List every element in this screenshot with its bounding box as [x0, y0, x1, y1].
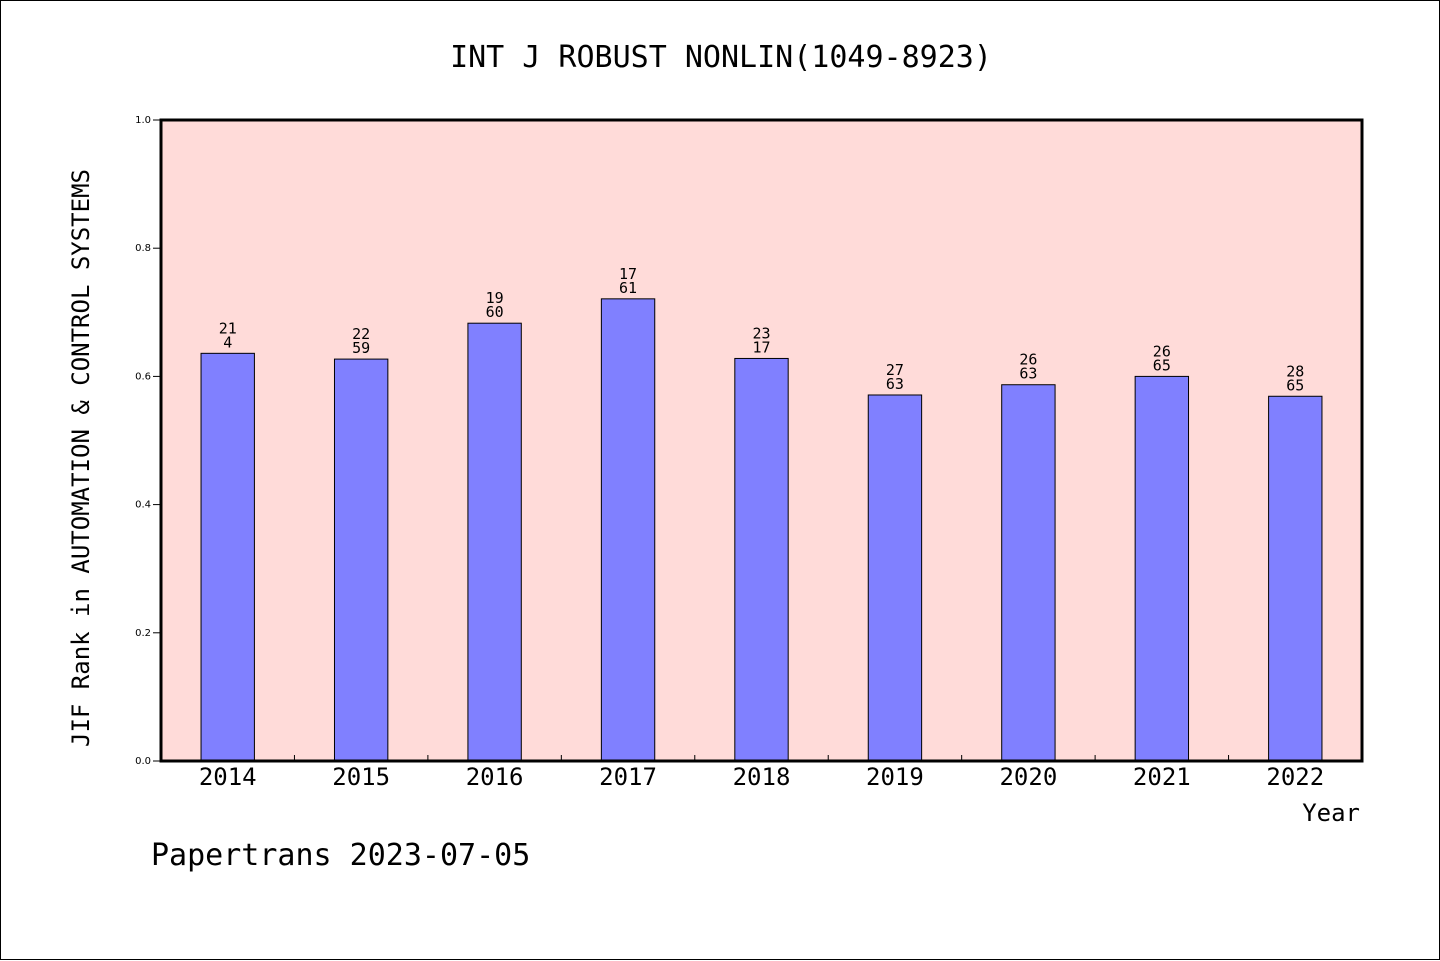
- bar-2018: [734, 357, 789, 762]
- y-tick-label: 0.0: [135, 756, 151, 767]
- bar-2022: [1268, 395, 1323, 762]
- bar-2019: [867, 394, 923, 762]
- bar-label-rank-2021: 26: [1153, 342, 1171, 360]
- bar-label-rank-2015: 22: [352, 325, 370, 343]
- bar-label-rank-2019: 27: [886, 361, 904, 379]
- x-tick-label-2018: 2018: [733, 763, 791, 791]
- x-tick-label-2020: 2020: [999, 763, 1057, 791]
- bar-label-rank-2018: 23: [752, 324, 770, 342]
- y-tick-label: 0.4: [135, 500, 151, 511]
- bar-label-total-2014: 4: [223, 333, 232, 351]
- bars-layer: [200, 298, 1323, 762]
- bar-label-rank-2017: 17: [619, 265, 637, 283]
- y-tick-label: 0.8: [135, 243, 151, 254]
- bar-label-total-2016: 60: [486, 303, 504, 321]
- footer-watermark: Papertrans 2023-07-05: [151, 838, 530, 873]
- x-tick-label-2016: 2016: [466, 763, 524, 791]
- x-tick-label-2015: 2015: [332, 763, 390, 791]
- bar-label-total-2018: 17: [752, 338, 770, 356]
- bar-label-total-2022: 65: [1286, 376, 1304, 394]
- bar-label-rank-2022: 28: [1286, 362, 1304, 380]
- bar-label-rank-2020: 26: [1019, 351, 1037, 369]
- bar-label-rank-2014: 21: [219, 319, 237, 337]
- x-tick-label-2017: 2017: [599, 763, 657, 791]
- chart-title: INT J ROBUST NONLIN(1049-8923): [450, 40, 992, 75]
- x-tick-label-2019: 2019: [866, 763, 924, 791]
- x-tick-label-2021: 2021: [1133, 763, 1191, 791]
- x-axis: 2014 2015 2016 2017 2018 2019 2020 2021 2022: [199, 755, 1324, 791]
- bar-label-total-2019: 63: [886, 375, 904, 393]
- y-axis: 0.0 0.2 0.4 0.6 0.8 1.0: [135, 115, 161, 767]
- x-axis-label: Year: [1302, 799, 1360, 827]
- bar-2020: [1001, 384, 1056, 762]
- bar-2015: [333, 358, 389, 762]
- bar-2014: [200, 352, 255, 762]
- y-tick-label: 0.6: [135, 371, 151, 382]
- y-tick-label: 1.0: [135, 115, 151, 126]
- bar-2017: [600, 298, 656, 762]
- bar-label-total-2017: 61: [619, 279, 637, 297]
- x-tick-label-2022: 2022: [1266, 763, 1324, 791]
- x-tick-label-2014: 2014: [199, 763, 257, 791]
- bar-2016: [467, 322, 522, 762]
- y-axis-label: JIF Rank in AUTOMATION & CONTROL SYSTEMS: [67, 169, 95, 747]
- plot-frame: [159, 118, 1364, 763]
- y-tick-label: 0.2: [135, 628, 151, 639]
- bar-2021: [1134, 375, 1190, 762]
- bar-label-total-2021: 65: [1153, 356, 1171, 374]
- bar-label-rank-2016: 19: [486, 289, 504, 307]
- bar-label-total-2020: 63: [1019, 365, 1037, 383]
- bar-label-total-2015: 59: [352, 339, 370, 357]
